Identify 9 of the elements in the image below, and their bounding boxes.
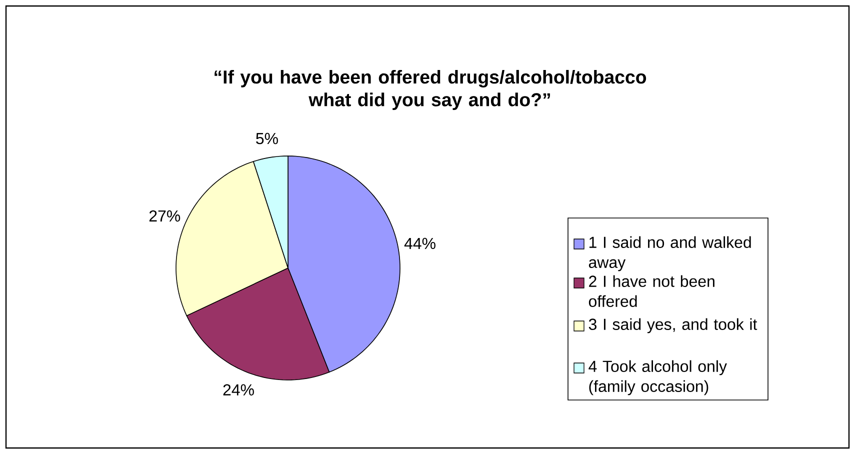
data-label: 24% [223, 384, 254, 396]
data-label: 44% [404, 238, 436, 250]
data-label: 5% [256, 132, 278, 144]
chart-title: “If you have been offered drugs/alcohol/tobacco what did you say and do?” [214, 70, 646, 110]
legend-label: 3 I said yes, and took it [588, 318, 758, 334]
legend-label: 2 I have not been offered [588, 275, 714, 307]
data-label: 27% [149, 210, 180, 222]
legend-label: 1 I said no and walked away [588, 236, 751, 272]
legend-label: 4 Took alcohol only (family occasion) [588, 360, 727, 396]
